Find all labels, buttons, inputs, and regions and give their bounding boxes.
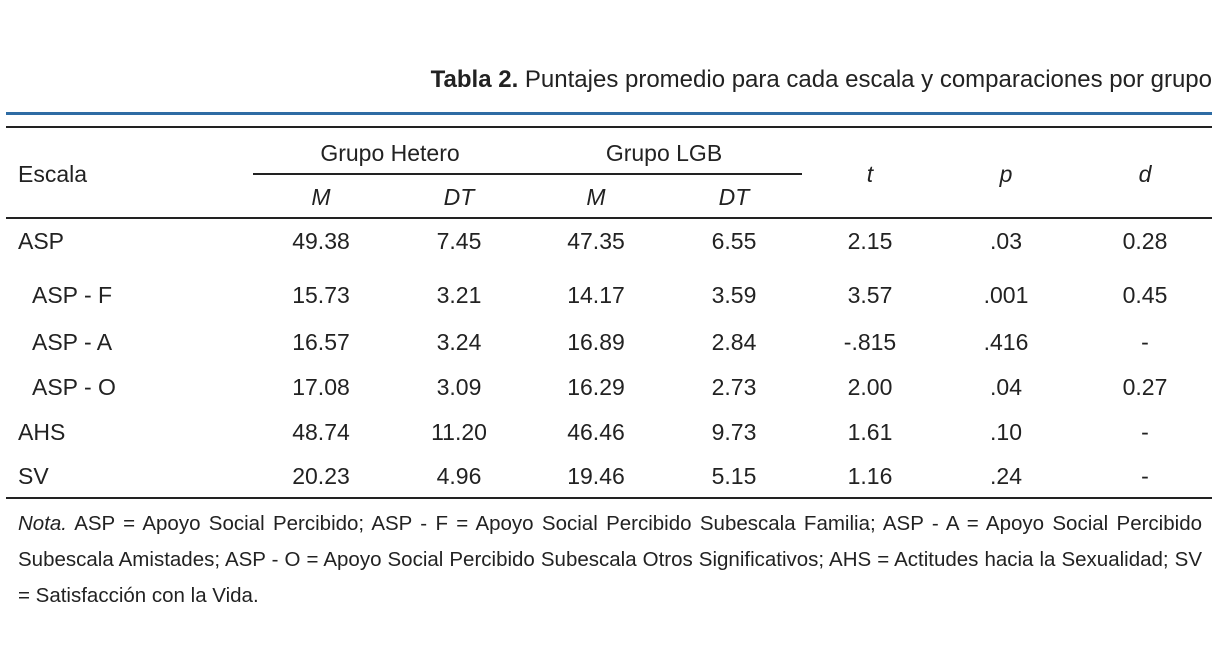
cell-dt1: 4.96	[436, 463, 482, 489]
cell-dt1: 3.21	[436, 282, 482, 308]
cell-dt2: 3.59	[711, 282, 757, 308]
header-dt1: DT	[443, 184, 475, 210]
cell-m1: 15.73	[292, 282, 350, 308]
note-label: Nota.	[18, 512, 67, 535]
header-dt2: DT	[718, 184, 750, 210]
cell-dt1: 3.24	[436, 329, 482, 355]
row-label: ASP - A	[32, 329, 113, 355]
cell-m2: 16.29	[567, 374, 625, 400]
cell-d: -	[1141, 419, 1149, 445]
cell-m2: 14.17	[567, 282, 625, 308]
row-label: AHS	[18, 419, 66, 445]
cell-t: 2.00	[847, 374, 893, 400]
row-label: ASP	[18, 228, 65, 254]
cell-p: .03	[990, 228, 1022, 254]
cell-t: 2.15	[847, 228, 893, 254]
cell-d: -	[1141, 463, 1149, 489]
row-label: ASP - O	[32, 374, 116, 400]
caption-text: Puntajes promedio para cada escala y com…	[524, 66, 1212, 93]
cell-d: 0.45	[1122, 282, 1168, 308]
cell-m2: 46.46	[567, 419, 625, 445]
row-label: ASP - F	[32, 282, 113, 308]
cell-dt2: 5.15	[711, 463, 757, 489]
cell-d: 0.28	[1122, 228, 1168, 254]
cell-t: 1.16	[847, 463, 893, 489]
cell-p: .10	[990, 419, 1022, 445]
cell-dt1: 11.20	[431, 419, 487, 445]
cell-p: .24	[990, 463, 1022, 489]
cell-t: 3.57	[847, 282, 893, 308]
table-note: Nota. ASP = Apoyo Social Percibido; ASP …	[18, 506, 1202, 614]
cell-m2: 47.35	[567, 228, 625, 254]
cell-dt2: 6.55	[711, 228, 757, 254]
cell-p: .04	[990, 374, 1022, 400]
cell-d: 0.27	[1122, 374, 1168, 400]
group-hetero-rule	[253, 173, 527, 175]
caption-label: Tabla 2.	[430, 66, 519, 93]
cell-m1: 17.08	[292, 374, 350, 400]
cell-d: -	[1141, 329, 1149, 355]
cell-t: 1.61	[847, 419, 893, 445]
row-label: SV	[18, 463, 49, 489]
cell-m1: 20.23	[292, 463, 350, 489]
cell-m2: 19.46	[567, 463, 625, 489]
cell-dt1: 3.09	[436, 374, 482, 400]
cell-dt1: 7.45	[436, 228, 482, 254]
group-lgb-rule	[527, 173, 802, 175]
cell-p: .001	[983, 282, 1029, 308]
header-m1: M	[311, 184, 331, 210]
header-bottom-rule	[6, 217, 1212, 219]
cell-m1: 49.38	[292, 228, 350, 254]
cell-m1: 48.74	[292, 419, 350, 445]
cell-m2: 16.89	[567, 329, 625, 355]
caption-rule	[6, 112, 1212, 115]
cell-dt2: 9.73	[711, 419, 757, 445]
cell-m1: 16.57	[292, 329, 350, 355]
cell-dt2: 2.73	[711, 374, 757, 400]
header-p: p	[999, 161, 1013, 187]
header-group-lgb: Grupo LGB	[605, 140, 723, 166]
header-t: t	[866, 161, 874, 187]
cell-t: -.815	[843, 329, 897, 355]
table-caption: Tabla 2. Puntajes promedio para cada esc…	[431, 66, 1212, 94]
header-m2: M	[586, 184, 606, 210]
cell-p: .416	[983, 329, 1029, 355]
table-top-rule	[6, 126, 1212, 128]
note-text: ASP = Apoyo Social Percibido; ASP - F = …	[18, 512, 1202, 607]
header-group-hetero: Grupo Hetero	[320, 140, 460, 166]
table-bottom-rule	[6, 497, 1212, 499]
header-escala: Escala	[18, 161, 88, 187]
cell-dt2: 2.84	[711, 329, 757, 355]
header-d: d	[1138, 161, 1152, 187]
